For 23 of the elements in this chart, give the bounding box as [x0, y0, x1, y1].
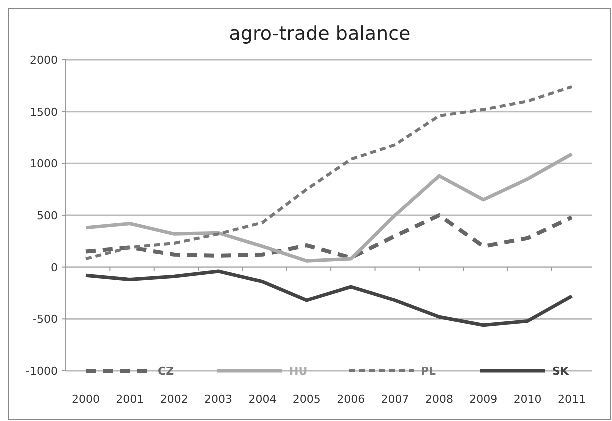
y-tick-label: -1000 — [26, 365, 58, 378]
x-tick-label: 2006 — [337, 393, 366, 406]
x-tick-label: 2001 — [116, 393, 144, 406]
x-tick-label: 2007 — [381, 393, 410, 406]
text: SK — [552, 365, 570, 378]
text: PL — [421, 365, 436, 378]
x-tick-label: 2003 — [204, 393, 233, 406]
y-tick-label: 1000 — [30, 158, 58, 171]
x-tick-label: 2008 — [425, 393, 454, 406]
y-tick-label: 2000 — [30, 54, 58, 67]
chart-title: agro-trade balance — [229, 23, 411, 45]
x-tick-label: 2005 — [292, 393, 321, 406]
x-tick-label: 2010 — [514, 393, 542, 406]
x-tick-label: 2002 — [160, 393, 188, 406]
x-tick-label: 2000 — [72, 393, 100, 406]
text: CZ — [158, 365, 174, 378]
y-tick-label: 500 — [37, 210, 58, 222]
y-tick-label: 1500 — [30, 106, 58, 119]
x-tick-label: 2011 — [558, 393, 586, 406]
y-tick-label: -500 — [33, 313, 58, 326]
y-tick-label: 0 — [51, 261, 58, 274]
x-tick-label: 2009 — [470, 393, 498, 406]
x-tick-label: 2004 — [248, 393, 277, 406]
